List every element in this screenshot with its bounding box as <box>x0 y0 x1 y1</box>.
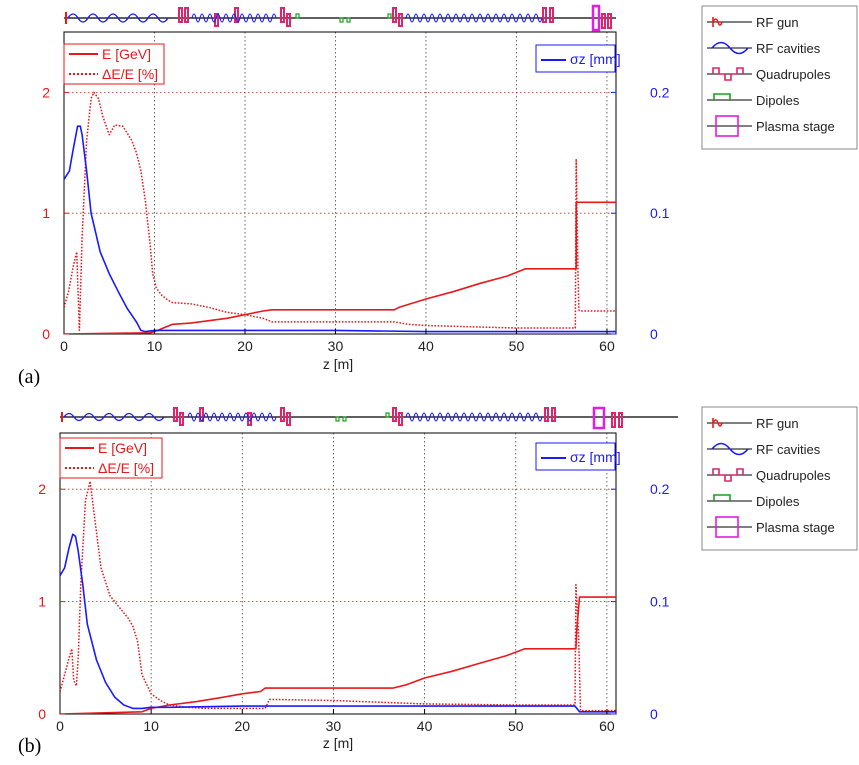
beamline-legend-item: Quadrupoles <box>707 468 831 483</box>
beamline-legend-item: RF gun <box>707 416 799 431</box>
legend-bunch-length-label-b: σz [mm] <box>570 449 621 465</box>
y-left-tick-label: 0 <box>38 706 46 722</box>
x-tick-label: 50 <box>509 338 525 354</box>
beamline-legend-item: RF gun <box>707 15 799 30</box>
legend-left-a: E [GeV] ΔE/E [%] <box>63 43 165 85</box>
legend-spread-label-a: ΔE/E [%] <box>102 66 158 82</box>
rf-gun-icon <box>712 17 723 27</box>
beamline-legend-item: RF cavities <box>707 442 821 457</box>
dipoles-icon <box>335 412 390 422</box>
rf-cavities-icon <box>405 412 543 422</box>
y-left-tick-label: 0 <box>42 326 50 342</box>
beamline-legend-item: Dipoles <box>707 494 800 509</box>
x-tick-label: 40 <box>417 718 433 734</box>
legend-right-b: σz [mm] <box>535 442 621 471</box>
bunch-length-line-a <box>64 125 616 333</box>
x-tick-label: 10 <box>147 338 163 354</box>
energy-line-b <box>60 596 616 714</box>
x-tick-label: 30 <box>328 338 344 354</box>
x-tick-label: 0 <box>56 718 64 734</box>
beamline-legend-label: RF gun <box>756 416 799 431</box>
quadrupoles-icon <box>178 7 612 29</box>
beamline-legend-label: Dipoles <box>756 494 800 509</box>
x-tick-label: 0 <box>60 338 68 354</box>
beamline-legend-label: RF gun <box>756 15 799 30</box>
beamline-strip-b <box>60 406 678 430</box>
x-tick-label: 20 <box>237 338 253 354</box>
y-left-tick-label: 2 <box>42 84 50 100</box>
beamline-legend-item: Plasma stage <box>707 115 835 137</box>
beamline-legend-label: Dipoles <box>756 93 800 108</box>
beamline-legend-item: Plasma stage <box>707 516 835 538</box>
x-tick-label: 10 <box>143 718 159 734</box>
legend-spread-label-b: ΔE/E [%] <box>98 460 154 476</box>
y-right-tick-label: 0.1 <box>650 205 670 221</box>
rf-cavities-icon <box>711 442 749 456</box>
x-tick-label: 60 <box>599 338 615 354</box>
beamline-legend-item: Quadrupoles <box>707 67 831 82</box>
legend-left-b: E [GeV] ΔE/E [%] <box>59 437 163 479</box>
beamline-legend-label: RF cavities <box>756 442 821 457</box>
legend-energy-label-b: E [GeV] <box>98 440 147 456</box>
beamline-legend-a: RF gun RF cavities Quadrupoles Dipoles Plasm… <box>701 5 858 150</box>
grid-b <box>60 433 616 714</box>
y-right-tick-label: 0.2 <box>650 84 670 100</box>
rf-cavities-icon <box>63 412 165 422</box>
beamline-legend-label: Plasma stage <box>756 119 835 134</box>
quadrupoles-icon <box>712 468 744 482</box>
dipoles-icon <box>295 13 392 23</box>
legend-energy-label-a: E [GeV] <box>102 46 151 62</box>
legend-right-a: σz [mm] <box>535 44 621 73</box>
x-tick-label: 20 <box>235 718 251 734</box>
y-left-tick-label: 1 <box>38 594 46 610</box>
energy-spread-line-b <box>60 480 616 712</box>
dipoles-icon <box>713 93 731 100</box>
plasma-stage-icon <box>715 115 739 137</box>
energy-spread-line-a <box>64 91 616 332</box>
bunch-length-line-b <box>60 533 616 713</box>
rf-cavities-icon <box>711 41 749 55</box>
rf-cavities-icon <box>405 13 543 23</box>
y-right-tick-label: 0 <box>650 706 658 722</box>
panel-tag-b: (b) <box>18 735 41 757</box>
quadrupoles-icon <box>712 67 744 81</box>
panel-tag-a: (a) <box>18 366 40 388</box>
x-tick-label: 50 <box>508 718 524 734</box>
beamline-legend-item: Dipoles <box>707 93 800 108</box>
beamline-legend-item: RF cavities <box>707 41 821 56</box>
x-tick-label: 30 <box>326 718 342 734</box>
beamline-legend-label: Quadrupoles <box>756 468 831 483</box>
grid-a <box>64 32 616 334</box>
rf-cavities-icon <box>191 13 277 23</box>
plasma-stage-icon <box>715 516 739 538</box>
beamline-legend-label: RF cavities <box>756 41 821 56</box>
beamline-legend-label: Plasma stage <box>756 520 835 535</box>
x-axis-label-a: z [m] <box>323 356 353 372</box>
x-tick-label: 40 <box>418 338 434 354</box>
beamline-legend-label: Quadrupoles <box>756 67 831 82</box>
x-tick-label: 60 <box>599 718 615 734</box>
energy-line-a <box>64 201 616 334</box>
y-right-tick-label: 0 <box>650 326 658 342</box>
y-right-tick-label: 0.2 <box>650 481 670 497</box>
x-axis-label-b: z [m] <box>323 735 353 751</box>
rf-cavities-icon <box>67 13 169 23</box>
beamline-strip-a <box>64 4 616 32</box>
y-left-tick-label: 1 <box>42 205 50 221</box>
y-left-tick-label: 2 <box>38 481 46 497</box>
rf-cavities-icon <box>187 412 277 422</box>
rf-gun-icon <box>712 418 723 428</box>
beamline-legend-b: RF gun RF cavities Quadrupoles Dipoles Plasm… <box>701 406 858 551</box>
dipoles-icon <box>713 494 731 501</box>
plasma-stage-icon <box>592 406 606 430</box>
plasma-stage-icon <box>591 4 601 32</box>
y-right-tick-label: 0.1 <box>650 594 670 610</box>
legend-bunch-length-label-a: σz [mm] <box>570 51 621 67</box>
